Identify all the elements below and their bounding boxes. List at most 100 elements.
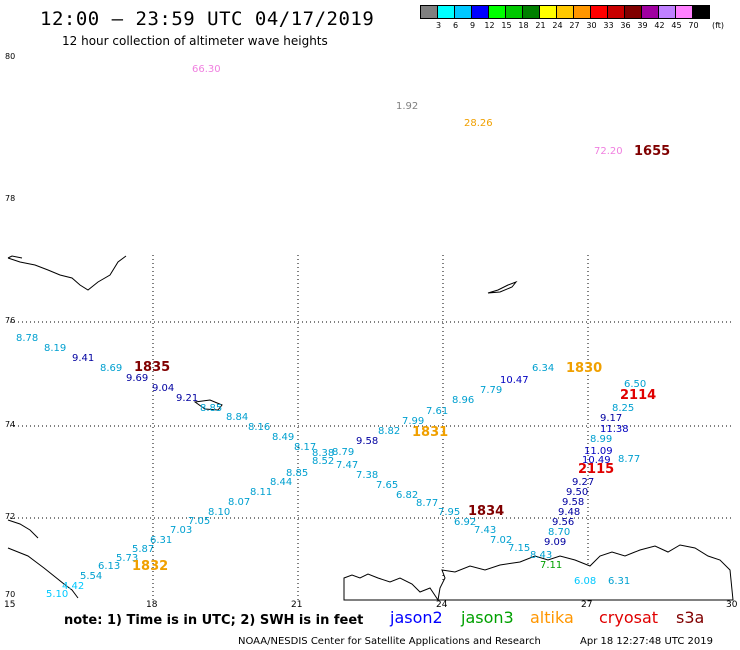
legend-label: 24	[552, 21, 563, 30]
wave-height-label: 66.30	[192, 64, 221, 75]
wave-height-label: 9.69	[126, 373, 148, 384]
lat-label-80: 80	[5, 52, 16, 61]
wave-height-label: 9.17	[600, 413, 622, 424]
wave-height-label: 9.09	[544, 537, 566, 548]
legend-label: 18	[518, 21, 529, 30]
legend-label: 42	[654, 21, 665, 30]
legend-label: 12	[484, 21, 495, 30]
wave-height-label: 8.84	[226, 412, 248, 423]
legend-label: 15	[501, 21, 512, 30]
wave-height-label: 8.85	[200, 403, 222, 414]
color-legend-labels: 3 6 9 12 15 18 21 24 27 30 33 36 39 42 45 70	[430, 21, 702, 30]
wave-height-label: 7.95	[438, 507, 460, 518]
legend-label: 36	[620, 21, 631, 30]
color-legend	[420, 5, 710, 19]
wave-height-label: 10.47	[500, 375, 529, 386]
wave-height-label: 7.47	[336, 460, 358, 471]
pass-time-label: 1835	[134, 360, 170, 375]
wave-height-label: 6.92	[454, 517, 476, 528]
lon-label-24: 24	[436, 600, 448, 610]
legend-unit: (ft)	[712, 21, 725, 30]
wave-height-label: 8.19	[44, 343, 66, 354]
wave-height-label: 8.69	[100, 363, 122, 374]
wave-height-label: 8.99	[590, 434, 612, 445]
wave-height-label: 9.58	[562, 497, 584, 508]
wave-height-label: 8.85	[286, 468, 308, 479]
wave-height-label: 8.96	[452, 395, 474, 406]
wave-height-label: 6.31	[608, 576, 630, 587]
lat-label-78: 78	[5, 194, 16, 203]
lat-label-70: 70	[5, 590, 16, 599]
legend-label: 6	[452, 21, 459, 30]
lon-label-18: 18	[146, 600, 158, 610]
wave-height-label: 9.56	[552, 517, 574, 528]
lon-label-27: 27	[581, 600, 593, 610]
wave-height-label: 7.03	[170, 525, 192, 536]
pass-time-label: 2115	[578, 462, 614, 477]
legend-label: 45	[671, 21, 682, 30]
wave-height-label: 8.11	[250, 487, 272, 498]
wave-height-label: 6.50	[624, 379, 646, 390]
graticule	[10, 255, 733, 600]
pass-time-label: 1832	[132, 559, 168, 574]
wave-height-label: 8.07	[228, 497, 250, 508]
wave-height-label: 6.08	[574, 576, 596, 587]
satellite-s3a: s3a	[676, 608, 705, 627]
lon-label-30: 30	[726, 600, 738, 610]
wave-height-label: 11.09	[584, 446, 613, 457]
observation-labels: 66.30 1.92 28.26 72.20 1655 8.78 8.19 9.41 8.69 1…	[0, 0, 670, 600]
wave-height-label: 7.38	[356, 470, 378, 481]
wave-height-label: 9.48	[558, 507, 580, 518]
wave-height-label: 5.54	[80, 571, 102, 582]
wave-height-label: 8.43	[530, 550, 552, 561]
wave-height-label: 9.58	[356, 436, 378, 447]
wave-height-label: 6.34	[532, 363, 554, 374]
legend-label: 3	[435, 21, 442, 30]
wave-height-label: 7.99	[402, 416, 424, 427]
satellite-jason3: jason3	[461, 608, 514, 627]
wave-height-label: 8.78	[16, 333, 38, 344]
wave-height-label: 8.38	[312, 448, 334, 459]
legend-label: 33	[603, 21, 614, 30]
wave-height-label: 6.13	[98, 561, 120, 572]
lon-label-21: 21	[291, 600, 303, 610]
wave-height-label: 9.50	[566, 487, 588, 498]
legend-label: 30	[586, 21, 597, 30]
wave-height-label: 8.79	[332, 447, 354, 458]
page-title: 12:00 – 23:59 UTC 04/17/2019	[40, 8, 375, 30]
wave-height-label: 8.70	[548, 527, 570, 538]
legend-label: 70	[688, 21, 699, 30]
legend-label: 39	[637, 21, 648, 30]
wave-height-label: 7.79	[480, 385, 502, 396]
generated-timestamp: Apr 18 12:27:48 UTC 2019	[580, 636, 713, 647]
legend-swatch	[692, 5, 710, 19]
wave-height-label: 8.25	[612, 403, 634, 414]
wave-height-label: 4.42	[62, 581, 84, 592]
wave-height-label: 7.02	[490, 535, 512, 546]
lat-label-76: 76	[5, 316, 16, 325]
wave-height-label: 1.92	[396, 101, 418, 112]
pass-time-label: 1833	[0, 0, 36, 4]
wave-height-label: 8.49	[272, 432, 294, 443]
footnote: note: 1) Time is in UTC; 2) SWH is in fe…	[64, 613, 364, 628]
legend-label: 21	[535, 21, 546, 30]
wave-height-label: 6.31	[150, 535, 172, 546]
wave-height-label: 8.77	[416, 498, 438, 509]
wave-height-label: 7.11	[540, 560, 562, 571]
wave-height-label: 9.21	[176, 393, 198, 404]
wave-height-label: 8.77	[618, 454, 640, 465]
pass-time-label: 1830	[566, 361, 602, 376]
wave-height-label: 7.05	[188, 516, 210, 527]
wave-height-label: 6.82	[396, 490, 418, 501]
wave-height-label: 10.49	[582, 455, 611, 466]
wave-height-label: 5.73	[116, 553, 138, 564]
wave-height-label: 8.16	[248, 422, 270, 433]
lon-label-15: 15	[4, 600, 16, 610]
pass-time-label: 1834	[468, 504, 504, 519]
wave-height-label: 9.41	[72, 353, 94, 364]
satellite-jason2: jason2	[390, 608, 443, 627]
wave-height-label: 8.44	[270, 477, 292, 488]
kola-coastline	[343, 544, 734, 601]
wave-height-label: 9.27	[572, 477, 594, 488]
